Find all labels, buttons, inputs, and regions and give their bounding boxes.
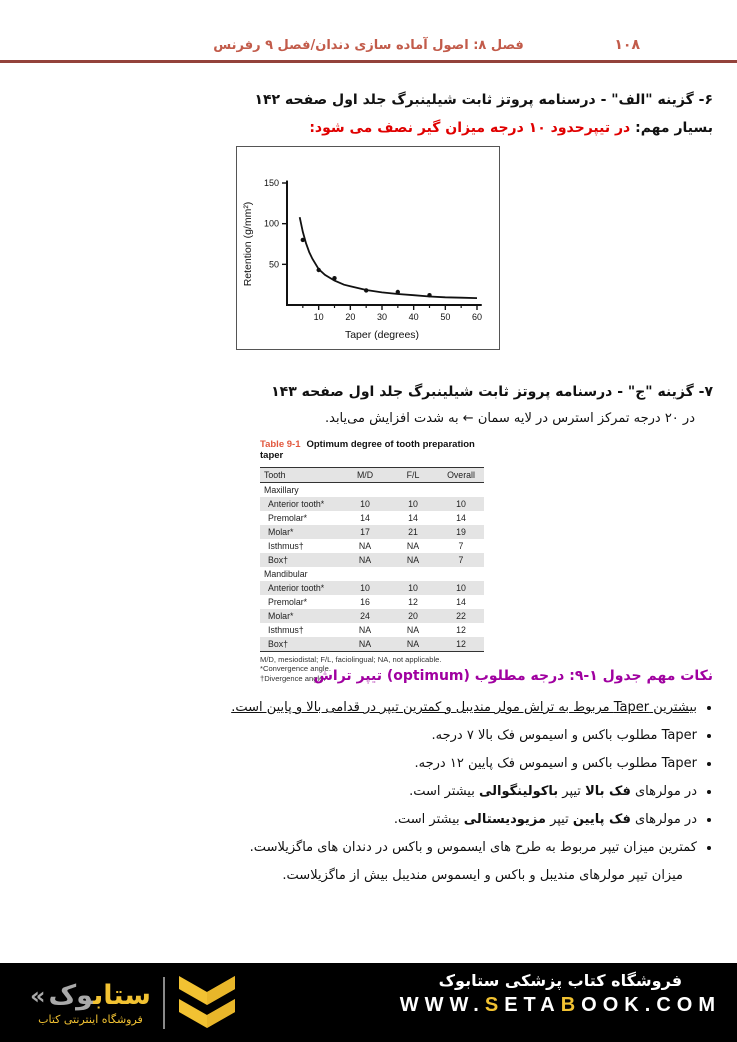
table-row: Premolar* 16 12 14 [268,597,466,607]
notes-block: بیشترین Taper مربوط به تراش مولر مندیبل … [24,694,713,890]
footer-right: فروشگاه کتاب پزشکی ستابوک WWW.SETABOOK.C… [400,971,721,1017]
logo-wordmark-gray: وک [48,979,94,1011]
note-bullet: Taper مطلوب باکس و اسیموس فک پایین ۱۲ در… [24,750,698,778]
x-tick-label: 40 [409,312,419,322]
data-point [332,276,337,281]
table-row: Isthmus† NA NA 7 [268,541,464,551]
logo-subtitle: فروشگاه اینترنتی کتاب [38,1012,143,1026]
data-point [300,237,305,243]
table-footnote: M/D, mesiodistal; F/L, faciolingual; NA,… [260,655,442,664]
note-bullet: در مولرهای فک بالا تیپر باکولینگوالی بیش… [24,778,697,806]
y-tick-label: 100 [264,219,279,229]
data-point [395,289,400,295]
table-row: Anterior tooth* 10 10 10 [260,581,484,595]
table-caption-title: Optimum degree of tooth preparation tape… [260,439,475,461]
section-7-heading: ۷- گزینه "ج" - درسنامه پروتز ثابت شیلینب… [271,384,713,400]
table-row: Box† NA NA 12 [260,637,484,652]
table-row: Tooth M/D F/L Overall [260,467,484,483]
logo-guillemet-icon: « [30,981,46,1010]
page-number: ۱۰۸ [614,37,640,53]
section-6-heading: ۶- گزینه "الف" - درسنامه پروتز ثابت شیلی… [254,92,713,108]
table-caption: Table 9-1 Optimum degree of tooth prepara… [260,439,486,461]
logo-wordmark-gold: ستاب [93,979,151,1011]
retention-curve [298,217,478,299]
table-section-row: Maxillary [264,485,299,495]
table-row: Molar* 24 20 22 [260,609,484,623]
y-axis-label: Retention (g/mm²) [242,202,254,287]
table-row: Molar* 17 21 19 [260,525,484,539]
table-row: Isthmus† NA NA 12 [268,625,466,635]
table-footnote: *Convergence angle. [260,664,331,674]
important-note: بسیار مهم: در تیپرحدود ۱۰ درجه میزان گیر… [24,120,713,136]
x-tick-label: 60 [472,312,482,322]
y-tick-label: 150 [264,178,279,188]
important-note-red: در تیپرحدود ۱۰ درجه میزان گیر نصف می شود… [309,120,631,136]
notes-heading: نکات مهم جدول ۱-۹: درجه مطلوب (optimum) … [313,668,713,684]
logo-divider [162,977,165,1029]
y-tick-label: 50 [269,259,279,269]
taper-table-body: Tooth M/D F/L Overall Maxillary Anterior toot… [260,467,484,652]
figure-box: 10 20 30 40 50 60 50 100 150 Taper (degrees) Reten… [236,146,500,350]
x-tick-label: 30 [377,312,387,322]
table-footnotes: M/D, mesiodistal; F/L, faciolingual; NA,… [260,655,486,683]
notes-closing: میزان تیپر مولرهای مندیبل و باکس و ایسمو… [282,868,683,883]
x-tick-label: 10 [314,312,324,322]
data-point [316,267,321,273]
notes-list: بیشترین Taper مربوط به تراش مولر مندیبل … [24,694,713,862]
footer-website: WWW.SETABOOK.COM [399,994,721,1016]
taper-table: Tooth M/D F/L Overall Maxillary Anterior toot… [260,467,484,652]
header-rule [0,60,737,63]
important-note-label: بسیار مهم: [630,120,713,136]
footer-store-title: فروشگاه کتاب پزشکی ستابوک [438,971,683,990]
note-bullet: در مولرهای فک پایین تیپر مزیودیستالی بیش… [24,806,697,834]
section-7-body: در ۲۰ درجه تمرکز استرس در لایه سمان ← به… [324,411,695,426]
x-axis-label: Taper (degrees) [345,329,419,341]
header-chapter-title: فصل ۸: اصول آماده سازی دندان/فصل ۹ رفرنس [213,38,524,53]
data-point [427,293,432,298]
table-figure: Table 9-1 Optimum degree of tooth prepara… [260,439,486,683]
logo-wordmark: « ستابوک [30,979,151,1011]
note-bullet: کمترین میزان تیپر مربوط به طرح های ایسمو… [24,834,697,862]
table-section-row: Mandibular [264,569,308,579]
table-row: Anterior tooth* 10 10 10 [260,497,484,511]
setabook-logo: « ستابوک فروشگاه اینترنتی کتاب [30,971,237,1035]
x-tick-label: 20 [345,312,355,322]
logo-text: « ستابوک فروشگاه اینترنتی کتاب [30,979,151,1026]
table-footnote: †Divergence angle. [260,673,326,683]
data-point [364,288,369,293]
note-bullet: بیشترین Taper مربوط به تراش مولر مندیبل … [24,694,697,722]
logo-chevron-icon [178,976,235,1028]
note-bullet: Taper مطلوب باکس و اسیموس فک بالا ۷ درجه… [24,722,698,750]
table-row: Premolar* 14 14 14 [268,513,466,523]
table-row: Box† NA NA 7 [260,553,484,567]
retention-taper-chart: 10 20 30 40 50 60 50 100 150 Taper (degrees) Reten… [242,178,482,341]
table-caption-label: Table 9-1 [260,439,301,450]
x-tick-label: 50 [440,312,450,322]
footer: فروشگاه کتاب پزشکی ستابوک WWW.SETABOOK.C… [0,963,737,1042]
